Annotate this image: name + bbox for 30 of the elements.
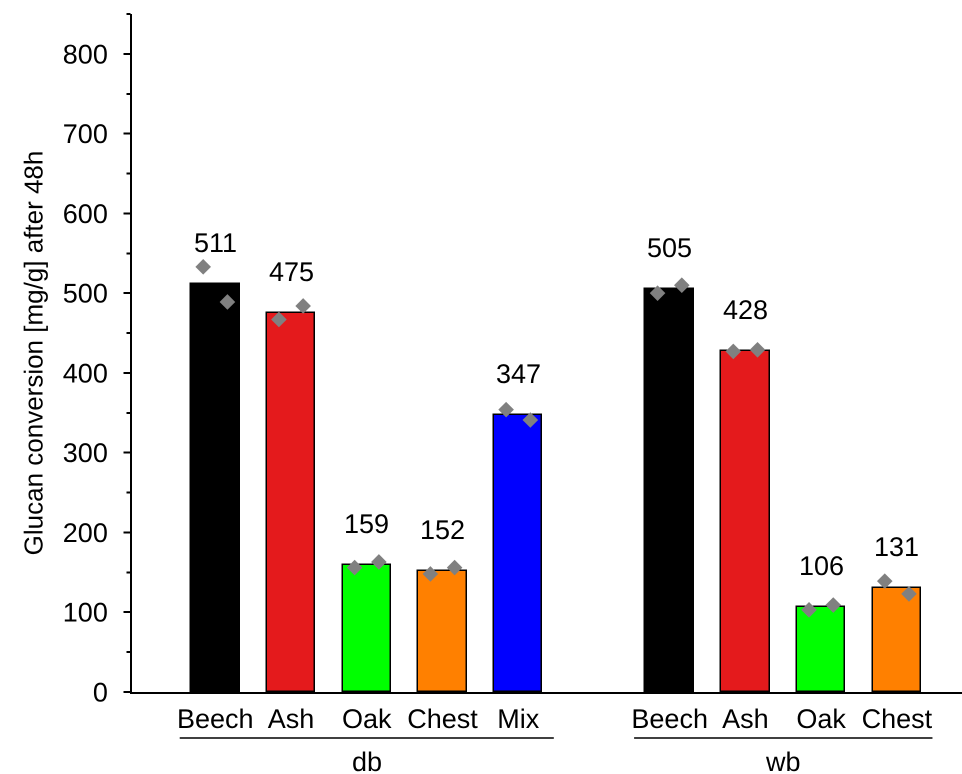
data-label: 475 [269, 257, 314, 287]
y-tick-label: 200 [62, 518, 108, 548]
data-label: 511 [194, 228, 238, 258]
y-tick-label: 300 [62, 438, 108, 468]
data-label: 347 [496, 359, 542, 389]
y-tick-label: 100 [62, 598, 108, 628]
y-tick-label: 700 [62, 119, 108, 150]
x-tick-label: Chest [407, 704, 478, 734]
x-tick-label: Beech [177, 704, 254, 734]
y-tick-label: 500 [62, 278, 108, 309]
data-label: 131 [874, 532, 920, 562]
x-tick-label: Chest [862, 704, 933, 734]
data-label: 152 [420, 515, 466, 545]
y-tick-label: 400 [62, 358, 108, 388]
text: db [352, 747, 382, 774]
data-label: 505 [647, 233, 692, 263]
data-label: 428 [723, 295, 768, 325]
x-tick-label: Oak [342, 704, 392, 734]
y-tick-label: 600 [62, 198, 108, 229]
data-label: 159 [344, 509, 390, 539]
text: wb [765, 747, 801, 774]
y-axis-title: Glucan conversion [mg/g] after 48h [18, 150, 49, 556]
y-tick-label: 0 [92, 677, 108, 708]
x-tick-label: Ash [268, 704, 314, 734]
x-tick-label: Mix [497, 704, 540, 734]
y-tick-label: 800 [62, 39, 108, 70]
x-tick-label: Beech [631, 704, 708, 734]
x-tick-label: Oak [796, 704, 846, 734]
data-label: 106 [799, 551, 844, 581]
x-tick-label: Ash [722, 704, 769, 734]
